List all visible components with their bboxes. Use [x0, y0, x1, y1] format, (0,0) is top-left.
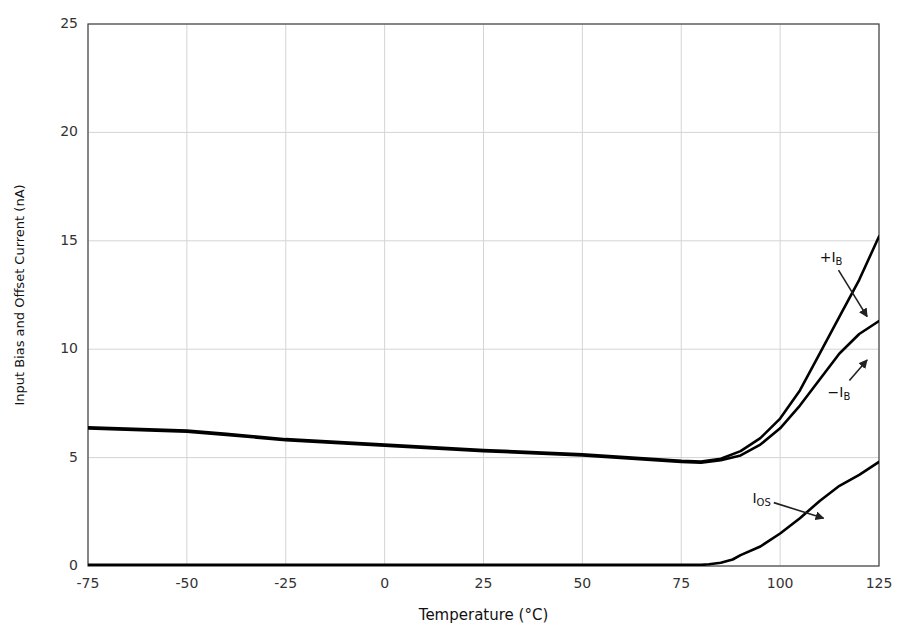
x-grid-line	[384, 24, 385, 566]
y-tick-label: 15	[60, 232, 78, 248]
x-tick-label: 75	[672, 575, 690, 591]
tick-labels: -75 -50 -25 0 25 50 75 100 125 0 5 10 15 20 25	[60, 15, 892, 591]
annotation-arrow	[838, 270, 867, 317]
x-grid-line	[681, 24, 682, 566]
x-tick-label: -75	[77, 575, 100, 591]
x-tick-label: 125	[866, 575, 893, 591]
lines	[88, 236, 879, 564]
annotations: +IB −IB IOS	[752, 249, 867, 518]
y-axis-label: Input Bias and Offset Current (nA)	[12, 184, 27, 405]
annotation-arrow	[849, 360, 867, 381]
series-line	[88, 321, 879, 463]
x-tick-label: -50	[175, 575, 198, 591]
x-grid-line	[483, 24, 484, 566]
y-grid-line	[88, 457, 879, 458]
annotation-arrow	[774, 503, 824, 519]
annotation-text: −IB	[828, 384, 851, 402]
x-tick-label: 100	[767, 575, 794, 591]
chart: -75 -50 -25 0 25 50 75 100 125 0 5 10 15 20 25 Temperat…	[0, 0, 907, 638]
x-grid-line	[285, 24, 286, 566]
x-tick-label: 25	[475, 575, 493, 591]
x-axis-label: Temperature (°C)	[418, 606, 548, 624]
plot-background	[88, 24, 879, 566]
x-tick-label: 0	[380, 575, 389, 591]
annotation-text: +IB	[820, 249, 843, 267]
y-tick-label: 20	[60, 123, 78, 139]
y-grid-line	[88, 240, 879, 241]
y-grid-line	[88, 349, 879, 350]
x-grid-line	[186, 24, 187, 566]
x-grid-line	[582, 24, 583, 566]
x-tick-label: -25	[274, 575, 297, 591]
x-grid-line	[780, 24, 781, 566]
annotation-text: IOS	[752, 490, 770, 508]
plot-frame	[88, 24, 879, 566]
x-tick-label: 50	[573, 575, 591, 591]
y-tick-label: 10	[60, 340, 78, 356]
y-tick-label: 25	[60, 15, 78, 31]
grid	[88, 24, 879, 566]
series-line	[88, 236, 879, 461]
y-grid-line	[88, 132, 879, 133]
series-line	[88, 462, 879, 565]
y-tick-label: 5	[69, 449, 78, 465]
y-tick-label: 0	[69, 557, 78, 573]
